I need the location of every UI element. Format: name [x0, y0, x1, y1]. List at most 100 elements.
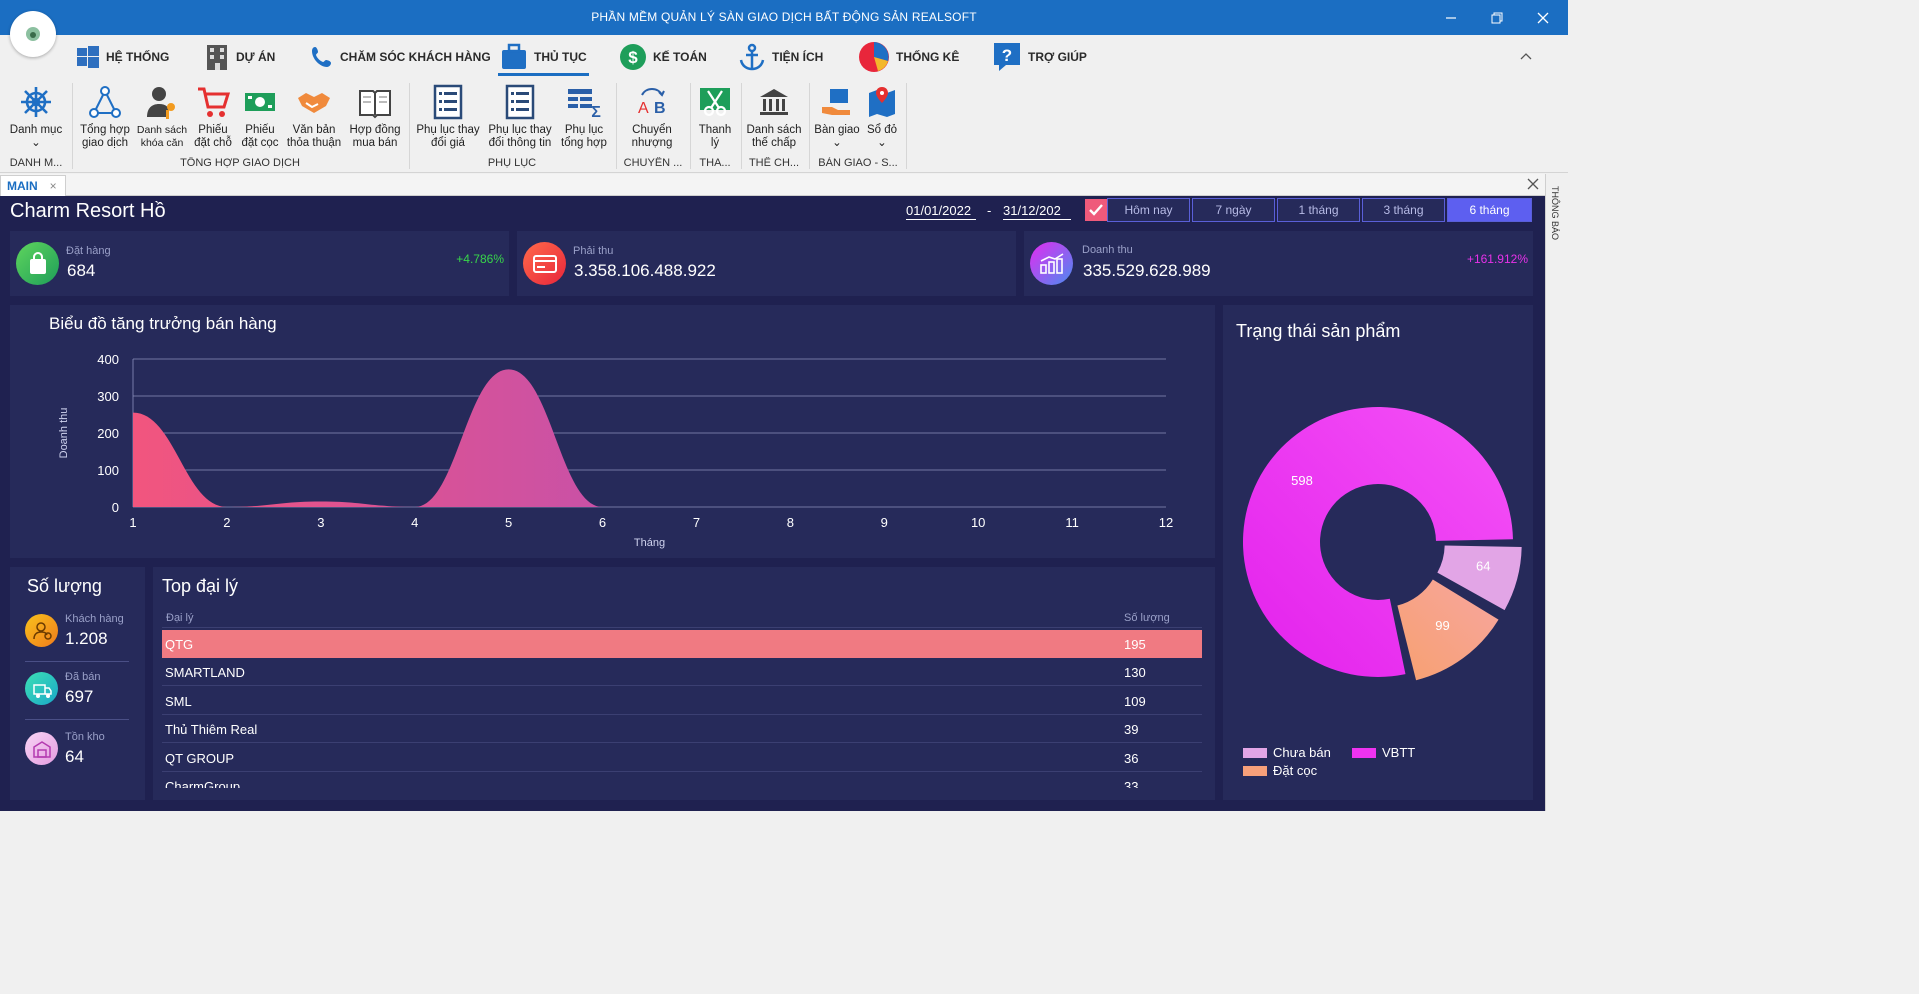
ship-wheel-icon	[21, 87, 51, 117]
restore-button[interactable]	[1474, 0, 1520, 35]
list-doc-icon	[433, 84, 463, 120]
slice-label: 64	[1476, 558, 1490, 573]
money-icon	[245, 93, 275, 111]
tab-label: CHĂM SÓC KHÁCH HÀNG	[340, 50, 491, 64]
building-icon	[207, 45, 227, 70]
danh-sach-the-chap-button[interactable]: Danh sách thế chấp	[744, 83, 804, 150]
tab-thu-tuc[interactable]: THỦ TỤC	[498, 38, 589, 76]
svg-text:Σ: Σ	[591, 104, 601, 121]
button-label: Danh sách	[746, 124, 802, 136]
period-1-month[interactable]: 1 tháng	[1277, 198, 1360, 222]
growth-chart-panel: Biểu đồ tăng trưởng bán hàng 0 100 200 300 4…	[10, 305, 1215, 558]
phieu-dat-cho-button[interactable]: Phiếu đặt chỗ	[192, 83, 234, 150]
phu-luc-thay-doi-gia-button[interactable]: Phụ lục thay đổi giá	[414, 83, 482, 150]
legend-swatch	[1243, 747, 1267, 758]
danh-sach-khoa-can-button[interactable]: Danh sách khóa căn	[134, 83, 190, 150]
menu-bar	[0, 35, 1568, 79]
restore-icon	[1491, 12, 1503, 23]
ribbon-separator	[72, 83, 73, 169]
minimize-button[interactable]	[1428, 0, 1474, 35]
tab-ke-toan[interactable]: $ KẾ TOÁN	[619, 38, 707, 76]
table-row[interactable]: CharmGroup 33	[162, 772, 1202, 788]
table-row[interactable]: Thủ Thiêm Real 39	[162, 715, 1202, 743]
agent-name: Thủ Thiêm Real	[165, 722, 258, 737]
agent-qty: 33	[1124, 779, 1139, 788]
document-tab-bar	[0, 174, 1568, 196]
panel-title: Số lượng	[27, 576, 102, 596]
group-caption: CHUYỂN ...	[623, 157, 683, 169]
button-label: thỏa thuận	[286, 137, 342, 149]
tab-tien-ich[interactable]: TIỆN ÍCH	[738, 38, 823, 76]
so-do-button[interactable]: Sổ đỏ ⌄	[862, 83, 902, 150]
app-logo-icon	[26, 27, 40, 41]
tab-thong-ke[interactable]: THỐNG KÊ	[858, 38, 959, 76]
thanh-ly-button[interactable]: Thanh lý	[694, 83, 736, 150]
tab-du-an[interactable]: DỰ ÁN	[204, 38, 275, 76]
date-from-input[interactable]: 01/01/2022	[906, 203, 976, 220]
table-row[interactable]: QT GROUP 36	[162, 744, 1202, 772]
danh-muc-button[interactable]: Danh mục ⌄	[6, 83, 66, 150]
tong-hop-giao-dich-button[interactable]: Tổng hợp giao dịch	[78, 83, 132, 150]
period-3-months[interactable]: 3 tháng	[1362, 198, 1445, 222]
notification-strip[interactable]: THÔNG BÁO	[1545, 174, 1568, 811]
revenue-area	[133, 369, 1166, 507]
van-ban-thoa-thuan-button[interactable]: Văn bản thỏa thuận	[286, 83, 342, 150]
chevron-up-icon	[1520, 53, 1532, 60]
kpi-card-revenue: Doanh thu 335.529.628.989 +161.912%	[1024, 231, 1533, 296]
period-7-days[interactable]: 7 ngày	[1192, 198, 1275, 222]
map-pin-icon	[869, 87, 895, 117]
button-label: Văn bản	[292, 124, 336, 136]
agent-qty: 195	[1124, 637, 1146, 652]
button-label: Phiếu	[245, 124, 275, 136]
kpi-label: Doanh thu	[1082, 244, 1133, 256]
button-label: tổng hợp	[561, 137, 607, 149]
button-label: lý	[710, 137, 720, 149]
ban-giao-button[interactable]: Bàn giao ⌄	[814, 83, 860, 150]
collapse-ribbon-button[interactable]	[1520, 48, 1532, 64]
tab-he-thong[interactable]: HỆ THỐNG	[76, 38, 169, 76]
date-to-input[interactable]: 31/12/202	[1003, 203, 1071, 220]
book-icon	[359, 90, 391, 119]
tab-main[interactable]: MAIN ×	[0, 175, 66, 196]
date-filter-checkbox[interactable]	[1085, 199, 1107, 221]
period-6-months[interactable]: 6 tháng	[1447, 198, 1532, 222]
title-bar: PHẦN MỀM QUẢN LÝ SÀN GIAO DỊCH BẤT ĐỘNG …	[0, 0, 1568, 35]
legend-swatch	[1352, 747, 1376, 758]
table-row[interactable]: QTG 195	[162, 630, 1202, 658]
panel-title: Top đại lý	[162, 576, 239, 596]
button-label: đổi giá	[431, 137, 465, 149]
phu-luc-thay-doi-thong-tin-button[interactable]: Phụ lục thay đổi thông tin	[486, 83, 554, 150]
app-menu-button[interactable]	[10, 11, 56, 57]
ribbon-separator	[409, 83, 410, 169]
quantity-value: 1.208	[65, 629, 108, 648]
product-status-panel: Trạng thái sản phẩm 64 99 598 Chưa bán VBT…	[1223, 305, 1533, 800]
hop-dong-mua-ban-button[interactable]: Hợp đồng mua bán	[346, 83, 404, 150]
tab-close-icon[interactable]: ×	[49, 179, 57, 193]
date-separator: -	[987, 203, 992, 218]
phu-luc-tong-hop-button[interactable]: Σ Phụ lục tổng hợp	[558, 83, 610, 150]
tab-tro-giup[interactable]: ? TRỢ GIÚP	[992, 38, 1087, 76]
divider	[25, 719, 129, 720]
table-row[interactable]: SMARTLAND 130	[162, 658, 1202, 686]
slice-label: 99	[1435, 618, 1449, 633]
table-sum-icon: Σ	[568, 89, 601, 121]
tab-label: THỦ TỤC	[534, 50, 587, 64]
x-tick-label: 12	[1159, 515, 1173, 530]
close-document-button[interactable]	[1527, 177, 1539, 195]
phieu-dat-coc-button[interactable]: Phiếu đặt cọc	[238, 83, 282, 150]
agent-name: QT GROUP	[165, 751, 235, 766]
legend-item-chua-ban: Chưa bán	[1243, 745, 1331, 760]
tab-cham-soc-khach-hang[interactable]: CHĂM SÓC KHÁCH HÀNG	[310, 38, 491, 76]
button-label: Sổ đỏ	[866, 124, 898, 136]
ribbon-separator	[741, 83, 742, 169]
period-today[interactable]: Hôm nay	[1107, 198, 1190, 222]
kpi-value: 335.529.628.989	[1083, 261, 1211, 280]
close-button[interactable]	[1520, 0, 1566, 35]
x-tick-label: 10	[971, 515, 985, 530]
x-tick-label: 7	[693, 515, 700, 530]
kpi-card-receivable: Phải thu 3.358.106.488.922	[517, 231, 1016, 296]
table-row[interactable]: SML 109	[162, 687, 1202, 715]
